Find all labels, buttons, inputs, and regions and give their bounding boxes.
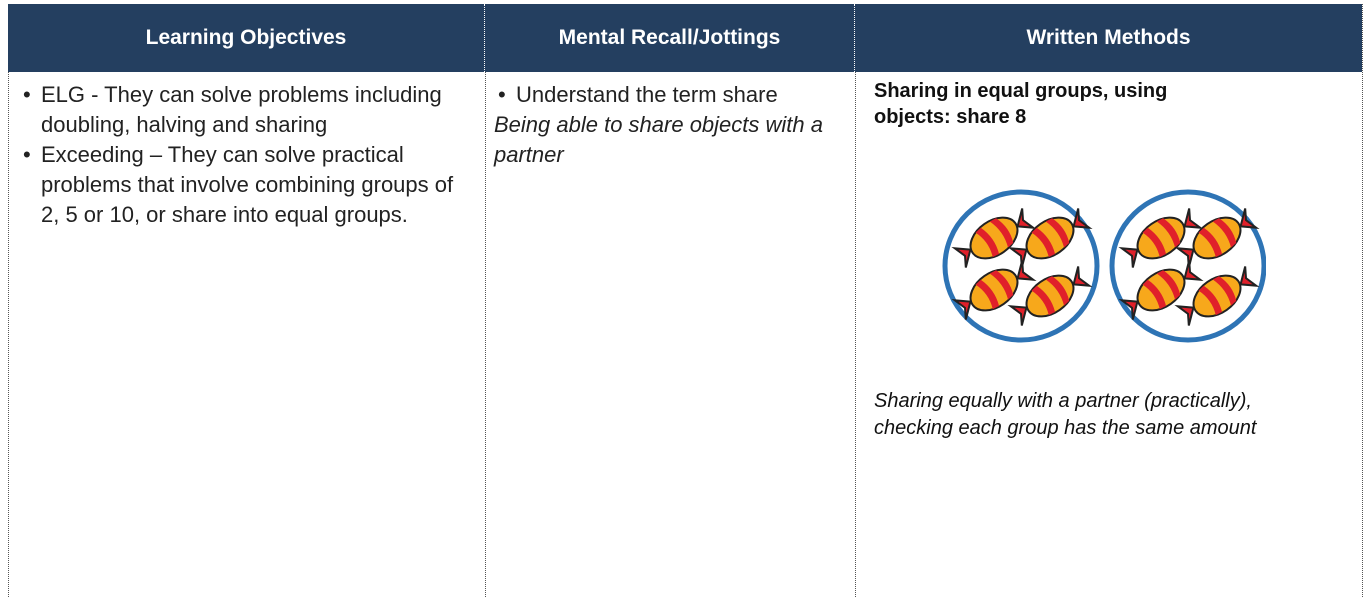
written-cell: Sharing in equal groups, using objects: … <box>855 72 1362 597</box>
written-caption: Sharing equally with a partner (practica… <box>874 390 1257 439</box>
written-heading: Sharing in equal groups, using objects: … <box>874 80 1168 128</box>
group-1 <box>942 189 1100 343</box>
table: Learning Objectives Mental Recall/Jottin… <box>8 4 1363 597</box>
mental-list: Understand the term share <box>494 80 845 110</box>
mental-bullet: Understand the term share <box>494 80 845 110</box>
sharing-illustration <box>942 189 1266 343</box>
group-2 <box>1109 189 1266 343</box>
objectives-list: ELG - They can solve problems including … <box>19 80 475 230</box>
header-cell: Written Methods <box>855 4 1362 72</box>
objective: Exceeding – They can solve practical pro… <box>19 140 475 230</box>
header-cell: Mental Recall/Jottings <box>485 4 855 72</box>
objective: ELG - They can solve problems including … <box>19 80 475 140</box>
mental-note: Being able to share objects with a partn… <box>494 112 823 167</box>
mental-cell: Understand the term share Being able to … <box>485 72 855 597</box>
objectives-cell: ELG - They can solve problems including … <box>8 72 485 597</box>
header-cell: Learning Objectives <box>8 4 485 72</box>
